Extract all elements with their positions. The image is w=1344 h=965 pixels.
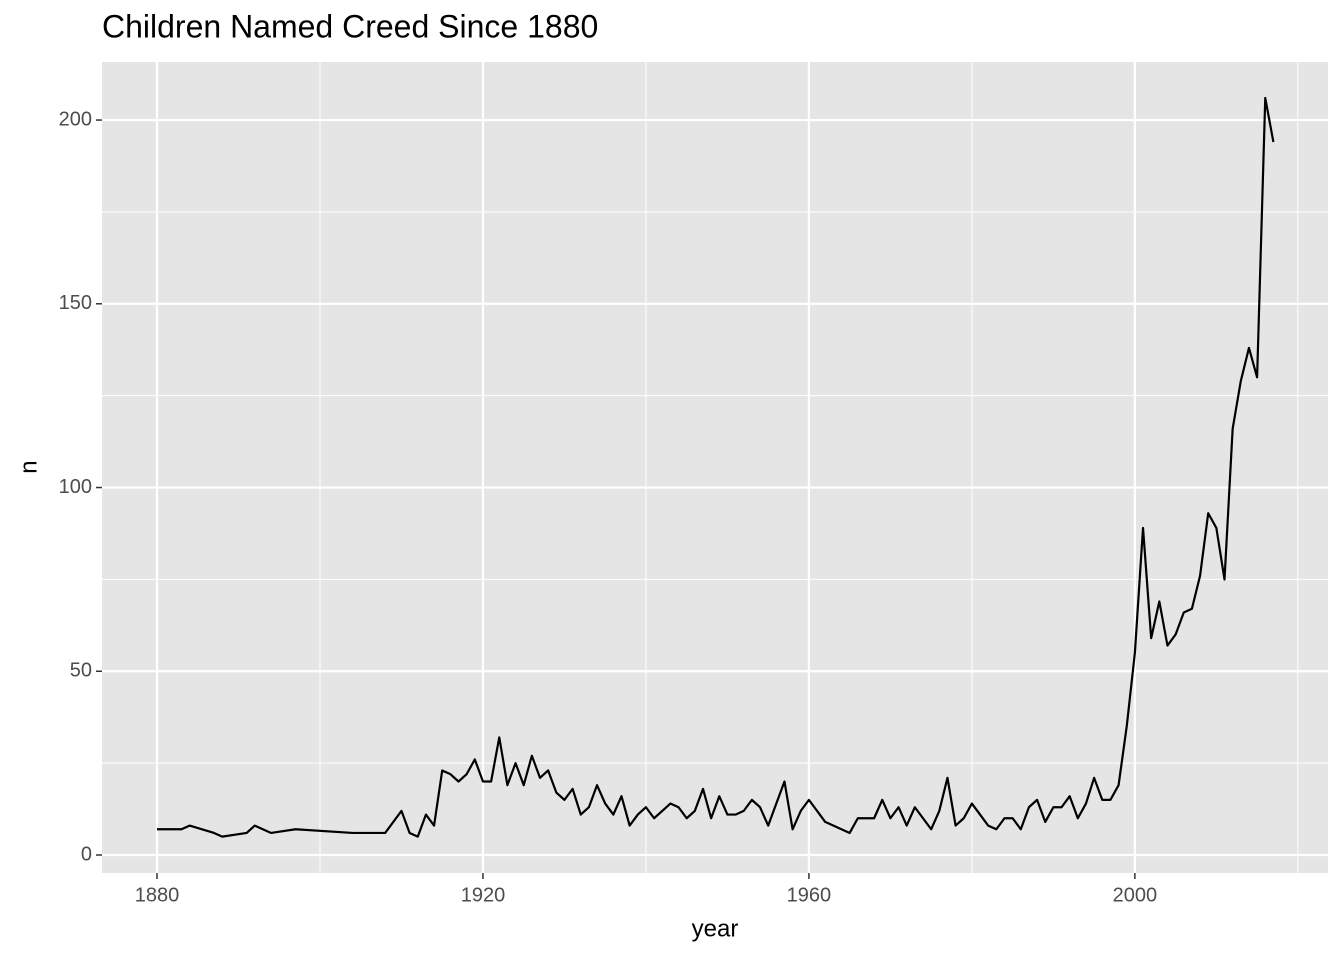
x-axis-title: year <box>692 915 739 942</box>
chart-title: Children Named Creed Since 1880 <box>102 8 598 44</box>
y-tick-label: 0 <box>81 843 92 865</box>
y-axis-title: n <box>15 460 42 473</box>
x-tick-label: 1960 <box>787 884 832 906</box>
x-tick-label: 1920 <box>461 884 506 906</box>
y-tick-label: 50 <box>70 660 92 682</box>
x-tick-label: 2000 <box>1113 884 1158 906</box>
y-tick-label: 100 <box>59 476 92 498</box>
line <box>157 96 1275 838</box>
y-tick-label: 200 <box>59 108 92 130</box>
x-tick-label: 1880 <box>135 884 180 906</box>
y-tick-label: 150 <box>59 292 92 314</box>
plot-panel <box>102 62 1328 873</box>
